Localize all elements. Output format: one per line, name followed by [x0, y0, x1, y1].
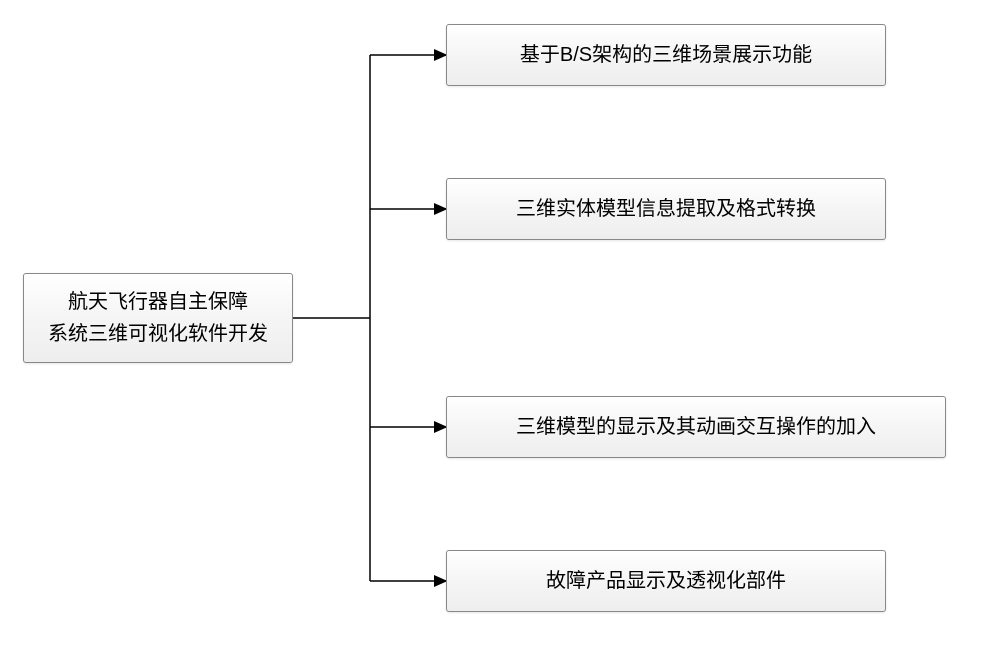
root-line2: 系统三维可视化软件开发	[48, 318, 268, 350]
child-node-c3: 三维模型的显示及其动画交互操作的加入	[446, 396, 946, 458]
root-node: 航天飞行器自主保障 系统三维可视化软件开发	[23, 273, 293, 363]
child-label-c3: 三维模型的显示及其动画交互操作的加入	[516, 413, 876, 441]
child-node-c4: 故障产品显示及透视化部件	[446, 550, 886, 612]
child-label-c1: 基于B/S架构的三维场景展示功能	[520, 41, 812, 69]
child-label-c4: 故障产品显示及透视化部件	[546, 567, 786, 595]
root-line1: 航天飞行器自主保障	[48, 286, 268, 318]
child-node-c2: 三维实体模型信息提取及格式转换	[446, 178, 886, 240]
child-label-c2: 三维实体模型信息提取及格式转换	[516, 195, 816, 223]
child-node-c1: 基于B/S架构的三维场景展示功能	[446, 24, 886, 86]
